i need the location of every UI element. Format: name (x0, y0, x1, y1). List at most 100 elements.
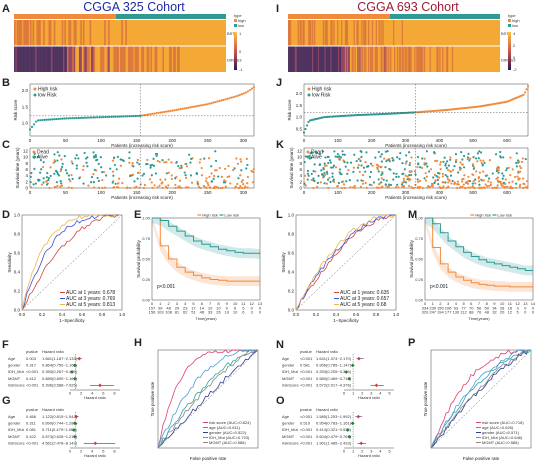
risk-point (183, 107, 186, 110)
x-tick-label: 1.0 (119, 312, 126, 317)
alive-point (348, 179, 351, 182)
alive-point (397, 175, 400, 178)
alive-point (312, 179, 315, 182)
header-pvalue: pvalue (26, 407, 39, 412)
dead-point (323, 164, 326, 168)
heat-cell (80, 46, 82, 72)
alive-point (416, 155, 420, 159)
hr-marker (74, 414, 79, 419)
heat-cell (52, 46, 55, 72)
dead-point (160, 182, 163, 185)
row-pvalue: <0.001 (26, 369, 39, 374)
heat-cell (24, 46, 27, 72)
heat-cell (330, 20, 332, 46)
roc-curve (157, 349, 259, 449)
x-tick-label: 0.6 (79, 312, 86, 317)
risk-point (140, 114, 144, 117)
km-panel-M: p<0.001 High risk Low risk 0.00 0.25 0.50 0.75… (409, 213, 536, 322)
alive-point (40, 168, 43, 171)
heat-cell (416, 46, 418, 72)
alive-point (113, 163, 117, 167)
dead-point (380, 165, 383, 168)
heat-cell (321, 46, 323, 72)
dead-point (424, 179, 428, 182)
dead-point (239, 158, 242, 161)
heat-cell (439, 46, 441, 72)
alive-point (477, 157, 480, 160)
dead-point (518, 160, 521, 163)
y-tick-label: 0 (25, 186, 28, 191)
heat-cell (296, 46, 298, 72)
risk-point (302, 131, 306, 134)
heat-cell (155, 46, 158, 72)
legend-label: AUC at 1 years: 0.678 (66, 290, 115, 296)
dead-point (496, 184, 499, 187)
alive-point (382, 178, 385, 181)
alive-point (174, 177, 177, 180)
heat-cell (114, 46, 117, 72)
alive-point (313, 163, 316, 166)
alive-point (312, 177, 315, 180)
alive-point (86, 165, 89, 168)
heat-cell (35, 46, 37, 72)
heat-cell (116, 46, 118, 72)
dead-point (336, 184, 340, 188)
alive-point (75, 167, 78, 170)
risk-point (49, 118, 52, 121)
heat-cell (288, 20, 291, 46)
alive-point (184, 174, 187, 177)
alive-point (384, 183, 387, 186)
row-pvalue: <0.001 (300, 427, 313, 432)
alive-point (175, 161, 178, 164)
dead-point (449, 156, 452, 159)
heat-cell (73, 20, 76, 46)
row-hr: 0.873(0.628~1.215) (42, 434, 78, 439)
heat-cell (108, 20, 110, 46)
dead-point (337, 156, 340, 160)
alive-point (212, 177, 215, 180)
risk-table-cell: 0 (524, 306, 527, 311)
row-variable: Age (8, 356, 16, 361)
heat-cell (19, 20, 21, 46)
alive-point (435, 174, 438, 178)
heat-cell (25, 46, 28, 72)
row-pvalue: <0.001 (300, 383, 313, 388)
confidence-band (425, 218, 533, 292)
x-tick-label: 300 (240, 138, 248, 143)
y-tick-label: 0.2 (288, 289, 295, 294)
risk-point (212, 101, 215, 104)
alive-point (47, 178, 50, 182)
risk-point (138, 114, 142, 117)
heat-cell (49, 20, 52, 46)
alive-point (391, 159, 395, 162)
risk-point (250, 87, 254, 90)
alive-point (515, 161, 518, 165)
dead-point (466, 158, 469, 161)
dead-point (496, 179, 500, 182)
dead-point (53, 159, 56, 162)
alive-point (388, 159, 391, 162)
risk-point (206, 103, 209, 106)
alive-point (444, 162, 447, 165)
dead-point (518, 165, 521, 168)
alive-point (474, 157, 478, 160)
dead-point (451, 168, 455, 172)
risk-point (240, 93, 243, 96)
hr-marker (93, 441, 98, 446)
heat-cell (288, 46, 290, 72)
row-variable: gender (8, 421, 21, 426)
alive-point (304, 155, 307, 158)
dead-point (517, 170, 520, 173)
panel-label-H: H (134, 337, 142, 349)
alive-point (402, 172, 405, 175)
row-variable: gender (282, 421, 295, 426)
risk-table-cell: 48 (166, 306, 171, 311)
alive-point (388, 183, 391, 186)
heat-cell (393, 20, 395, 46)
risk-table-cell: 56 (477, 306, 482, 311)
heat-cell (308, 20, 310, 46)
risk-point (230, 96, 233, 99)
heat-cell (347, 46, 350, 72)
